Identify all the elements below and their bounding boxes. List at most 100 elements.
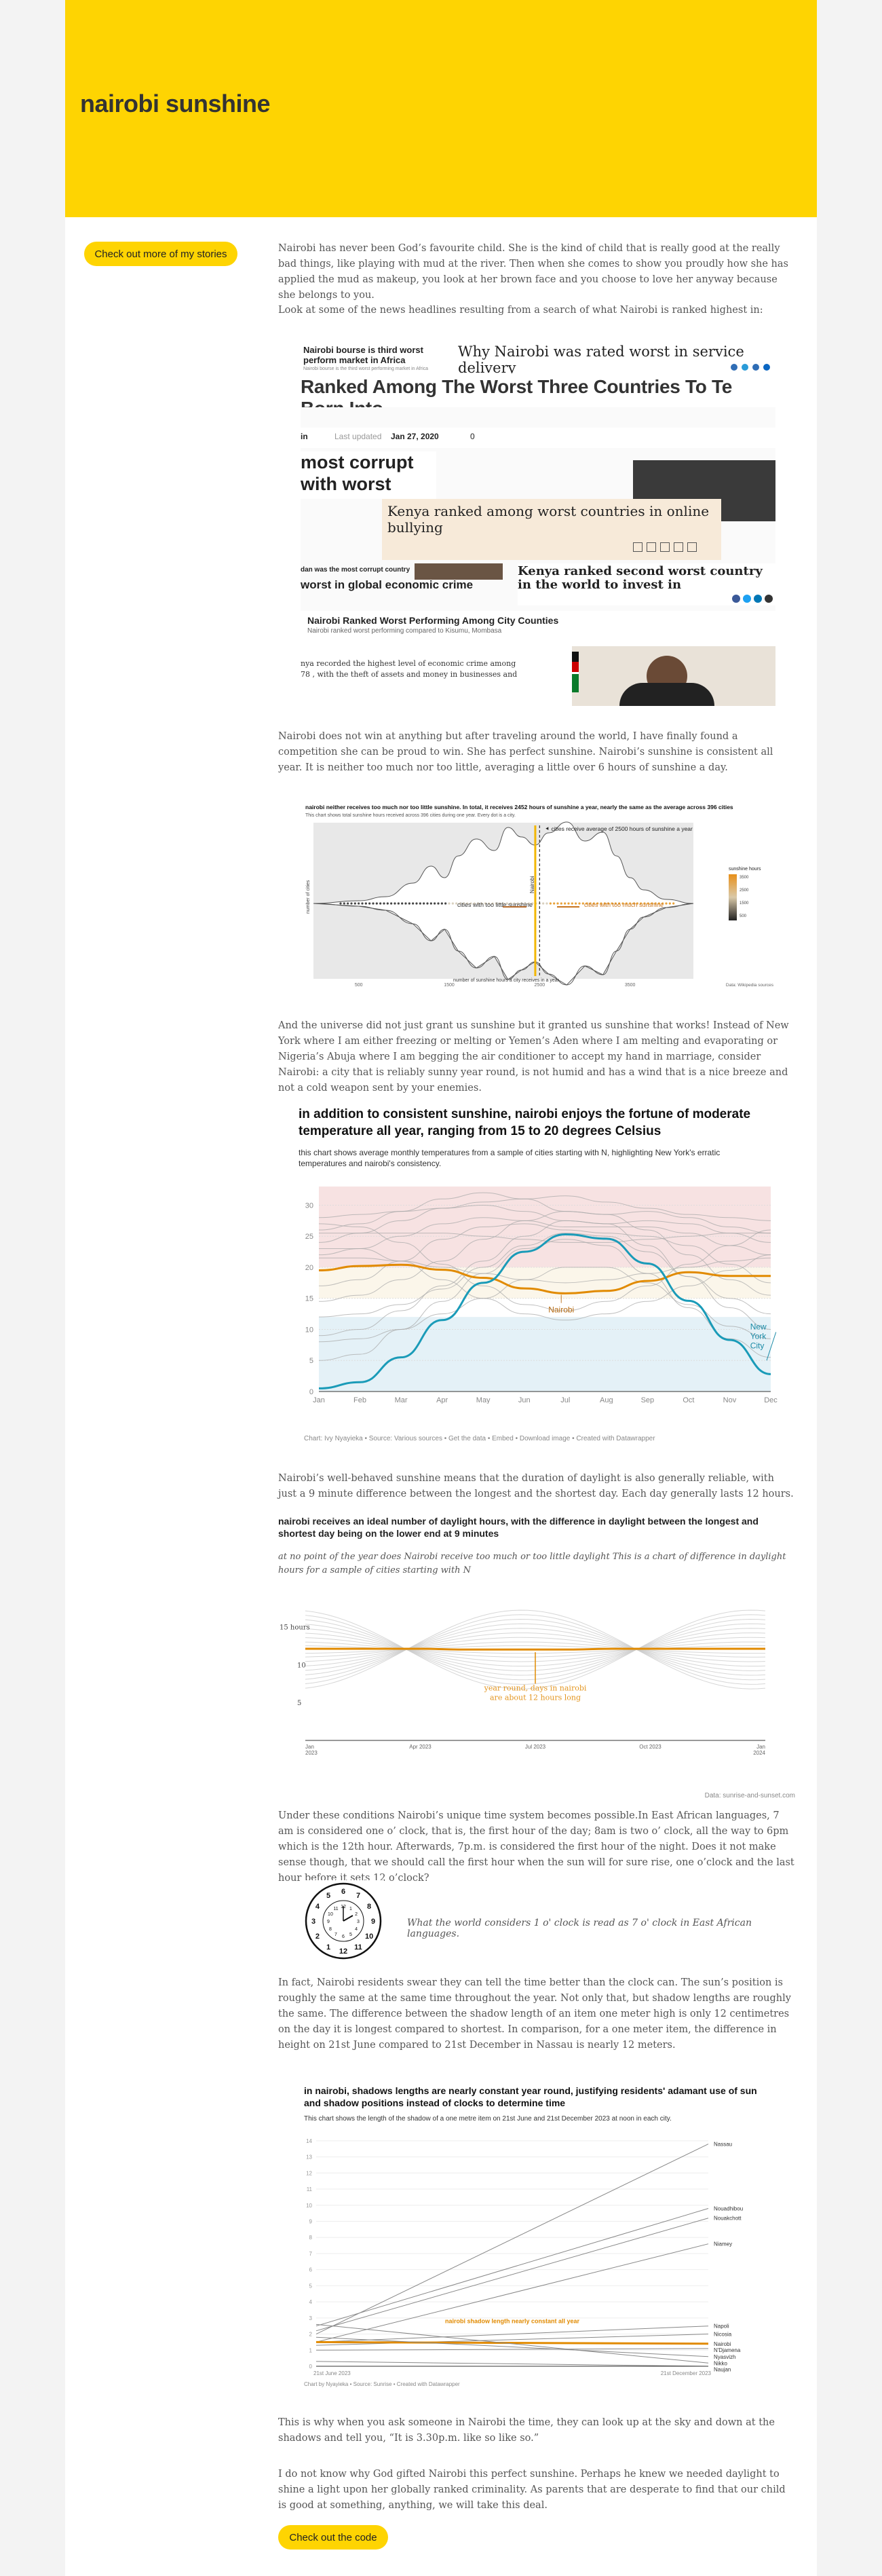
series-label: N'Djamena	[714, 2347, 741, 2353]
paragraph-universe: And the universe did not just grant us s…	[278, 1020, 789, 1094]
y-tick-label: 13	[306, 2154, 312, 2161]
comment-count: 0	[470, 432, 475, 441]
x-tick-label: Apr 2023	[409, 1744, 432, 1750]
clock-numeral-outer: 3	[311, 1918, 315, 1926]
city-dot	[632, 902, 635, 905]
x-tick-year: 2023	[305, 1750, 318, 1756]
temperature-chart-source[interactable]: Chart: Ivy Nyayieka • Source: Various so…	[304, 1435, 655, 1442]
x-tick-label: Jun	[518, 1396, 531, 1404]
city-dot	[379, 902, 382, 905]
series-label: Nikko	[714, 2360, 728, 2366]
shadow-svg: 01234567891011121314NassauNouadhibouNoua…	[306, 2138, 743, 2376]
city-dot	[408, 902, 410, 905]
y-tick-label: 5	[309, 2283, 313, 2289]
y-tick-label: 9	[309, 2218, 313, 2224]
more-stories-button[interactable]: Check out more of my stories	[84, 242, 237, 266]
background-daylight-line	[305, 1637, 766, 1662]
background-city-line	[318, 1223, 771, 1311]
clock-illustration: 718293104115126172839410511612	[303, 1880, 384, 1962]
legend-tick: 500	[740, 914, 747, 918]
city-dot	[513, 902, 516, 905]
city-dot	[560, 902, 562, 905]
city-dot	[401, 902, 404, 905]
y-tick-label: 4	[309, 2299, 313, 2305]
x-tick-label: Apr	[436, 1396, 448, 1404]
clock-numeral-outer: 6	[341, 1888, 345, 1896]
city-dot	[654, 902, 657, 905]
paragraph-shadows: In fact, Nairobi residents swear they ca…	[278, 1977, 791, 2051]
x-tick-year: 2024	[753, 1750, 765, 1756]
background-city-line	[318, 1192, 771, 1234]
city-dot	[611, 902, 613, 905]
city-dot	[484, 902, 486, 905]
series-line-nassau	[315, 2144, 709, 2335]
background-daylight-line	[305, 1623, 766, 1676]
y-tick-label: 10	[297, 1662, 306, 1669]
y-tick-label: 11	[307, 2186, 313, 2192]
city-dot	[553, 902, 556, 905]
city-dot	[527, 902, 530, 905]
city-dot	[600, 902, 602, 905]
background-daylight-line	[305, 1632, 766, 1667]
city-dot	[477, 902, 480, 905]
daylight-chart-source: Data: sunrise-and-sunset.com	[704, 1792, 795, 1799]
clock-hour-hand	[343, 1915, 353, 1922]
x-tick-label: Oct	[683, 1396, 694, 1404]
temperature-chart-title: in addition to consistent sunshine, nair…	[299, 1107, 751, 1138]
series-line-nairobi	[315, 2340, 709, 2345]
daylight-svg: 15 hours 10 5 year round, days in nairobiar…	[280, 1609, 766, 1756]
series-label: Nicosia	[714, 2332, 732, 2338]
y-axis-label: number of cities	[306, 880, 311, 914]
clock-numeral-outer: 9	[371, 1918, 375, 1926]
daylight-chart-subtitle: at no point of the year does Nairobi rec…	[278, 1552, 786, 1575]
nyc-annotation-line-2: York	[750, 1331, 767, 1341]
city-dot	[516, 902, 519, 905]
x-tick-label: Aug	[600, 1396, 613, 1404]
check-code-button[interactable]: Check out the code	[278, 2525, 388, 2550]
x-tick-label: 3500	[625, 983, 636, 988]
y-tick-label: 1	[309, 2347, 313, 2353]
city-dot	[575, 902, 577, 905]
paragraph-intro: Nairobi has never been God’s favourite c…	[278, 243, 788, 301]
city-dot	[469, 902, 472, 905]
clock-numeral-outer: 2	[315, 1933, 320, 1941]
y-tick-label: 5	[297, 1700, 301, 1707]
series-label: Nairobi	[714, 2341, 731, 2347]
y-tick-label: 30	[305, 1201, 313, 1210]
city-dot	[386, 902, 389, 905]
nairobi-label: Nairobi	[529, 876, 535, 893]
clock-caption: What the world considers 1 o' clock is r…	[407, 1918, 752, 1939]
city-dot	[657, 902, 660, 905]
x-tick-label: Sep	[641, 1396, 655, 1404]
city-dot	[455, 902, 458, 905]
city-dot	[571, 902, 573, 905]
nyc-annotation-line-3: City	[750, 1341, 765, 1350]
temperature-chart: in addition to consistent sunshine, nair…	[299, 1104, 780, 1443]
background-daylight-line	[305, 1614, 766, 1685]
city-dot	[668, 902, 671, 905]
background-daylight-line	[305, 1628, 766, 1671]
hero-banner: nairobi sunshine	[65, 0, 817, 217]
city-dot	[636, 902, 638, 905]
city-dot	[448, 902, 450, 905]
clock-numeral-outer: 10	[365, 1933, 373, 1941]
nairobi-annotation: nairobi shadow length nearly constant al…	[445, 2317, 580, 2324]
y-tick-label: 5	[309, 1357, 313, 1365]
city-dot	[556, 902, 559, 905]
x-tick-label: 1500	[444, 983, 455, 988]
city-dot	[397, 902, 400, 905]
city-dot	[466, 902, 469, 905]
x-tick-label: Jul 2023	[525, 1744, 546, 1750]
clock-numeral-inner: 3	[357, 1920, 360, 1924]
x-tick-label: Feb	[353, 1396, 366, 1404]
average-annotation: ⯇ cities receive average of 2500 hours o…	[545, 825, 693, 832]
clock-numeral-outer: 11	[354, 1943, 362, 1952]
paragraph-conclusion: I do not know why God gifted Nairobi thi…	[278, 2469, 786, 2511]
headline-tile-corrupt: most corrupt with worst	[301, 451, 436, 499]
headline-tile-bullying: Kenya ranked among worst countries in on…	[382, 499, 721, 560]
shadow-chart-subtitle: This chart shows the length of the shado…	[304, 2115, 672, 2123]
page-title: nairobi sunshine	[80, 90, 271, 117]
headline-tile-bourse: Nairobi bourse is third worst perform ma…	[301, 339, 454, 379]
clock-icon: 718293104115126172839410511612	[305, 1882, 382, 1960]
city-dot	[531, 902, 534, 905]
